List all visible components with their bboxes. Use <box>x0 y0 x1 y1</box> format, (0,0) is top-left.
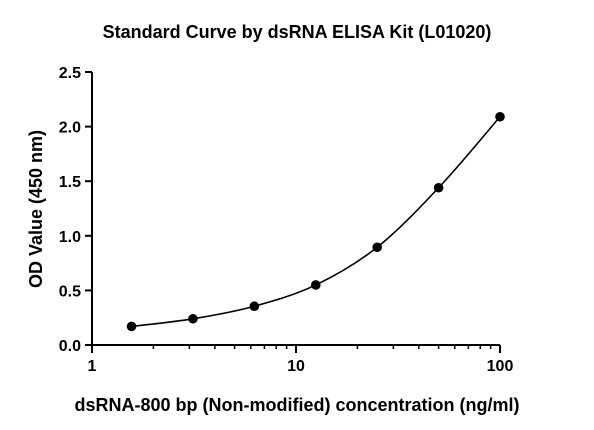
chart-title: Standard Curve by dsRNA ELISA Kit (L0102… <box>103 22 492 42</box>
x-tick-label: 100 <box>487 358 514 375</box>
plot-area: 0.0 0.5 1.0 1.5 2.0 2.5 1 10 100 <box>59 65 514 375</box>
y-tick-label: 0.0 <box>59 338 81 355</box>
data-point <box>495 111 505 122</box>
y-tick-label: 2.0 <box>59 120 81 137</box>
data-point <box>249 301 260 312</box>
fit-curve <box>131 116 501 328</box>
data-point <box>126 321 137 332</box>
x-tick-label: 1 <box>88 358 97 375</box>
y-tick-label: 1.5 <box>59 174 81 191</box>
data-point <box>188 313 198 324</box>
data-point <box>433 182 444 193</box>
y-axis-label: OD Value (450 nm) <box>26 130 46 288</box>
x-tick-label: 10 <box>287 358 305 375</box>
y-tick-label: 1.0 <box>59 229 81 246</box>
y-tick-label: 0.5 <box>59 283 81 300</box>
data-point <box>310 280 321 290</box>
x-axis-label: dsRNA-800 bp (Non-modified) concentratio… <box>75 395 520 415</box>
y-tick-label: 2.5 <box>59 65 81 82</box>
data-point <box>372 242 382 253</box>
